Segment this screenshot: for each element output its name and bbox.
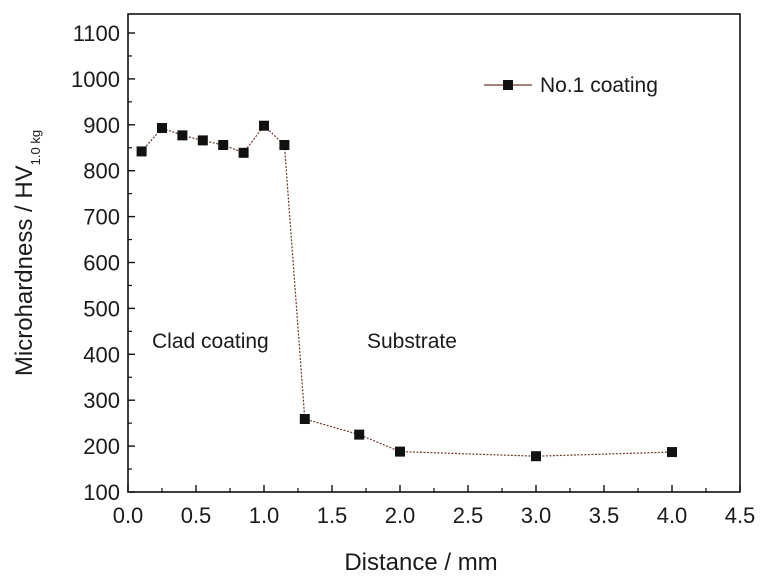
legend: No.1 coating [484,74,658,97]
data-point [177,130,188,141]
x-tick-label: 2.5 [453,503,484,528]
data-point [197,135,208,146]
annotation-substrate: Substrate [367,330,457,353]
series-layer [136,120,677,462]
x-tick-label: 3.0 [521,503,552,528]
series-line [141,124,673,457]
y-tick-label: 500 [83,296,120,321]
x-axis: 0.0 0.5 1.0 1.5 2.0 2.5 3.0 3.5 4.0 4.5 [113,485,756,528]
y-tick-label: 600 [83,251,120,276]
data-point [136,146,147,157]
x-tick-label: 3.5 [589,503,620,528]
y-tick-label: 1100 [73,21,120,46]
data-point [354,429,365,440]
y-tick-label: 200 [83,434,120,459]
y-axis: 100 200 300 400 500 600 700 800 900 1000 1100 [71,21,135,505]
x-tick-label: 2.0 [385,503,416,528]
y-tick-label: 100 [83,480,120,505]
x-axis-title: Distance / mm [344,549,497,576]
y-axis-title-main: Microhardness / HV [11,165,38,376]
y-axis-title: Microhardness / HV1.0 kg [11,130,43,376]
data-point [259,120,269,131]
x-tick-label: 4.0 [657,503,688,528]
y-tick-label: 700 [83,205,120,230]
y-axis-title-group: Microhardness / HV1.0 kg [11,130,43,376]
legend-label: No.1 coating [540,74,658,97]
x-tick-label: 1.5 [317,503,348,528]
data-point [157,123,167,134]
annotation-clad-coating: Clad coating [152,330,269,353]
data-point [279,139,290,150]
data-point [299,414,310,425]
legend-marker [503,80,513,90]
y-axis-title-subscript: 1.0 kg [28,130,43,165]
x-tick-label: 0.5 [181,503,212,528]
data-point [238,147,249,158]
x-tick-label: 4.5 [725,503,756,528]
data-point [667,447,677,458]
y-tick-label: 300 [83,388,120,413]
y-tick-label: 400 [83,342,120,367]
data-point [395,446,405,457]
x-tick-label: 1.0 [249,503,280,528]
data-point [531,451,541,462]
y-tick-label: 800 [83,159,120,184]
y-tick-label: 1000 [71,67,120,92]
y-tick-label: 900 [83,113,120,138]
x-tick-label: 0.0 [113,503,144,528]
data-point [218,139,229,150]
